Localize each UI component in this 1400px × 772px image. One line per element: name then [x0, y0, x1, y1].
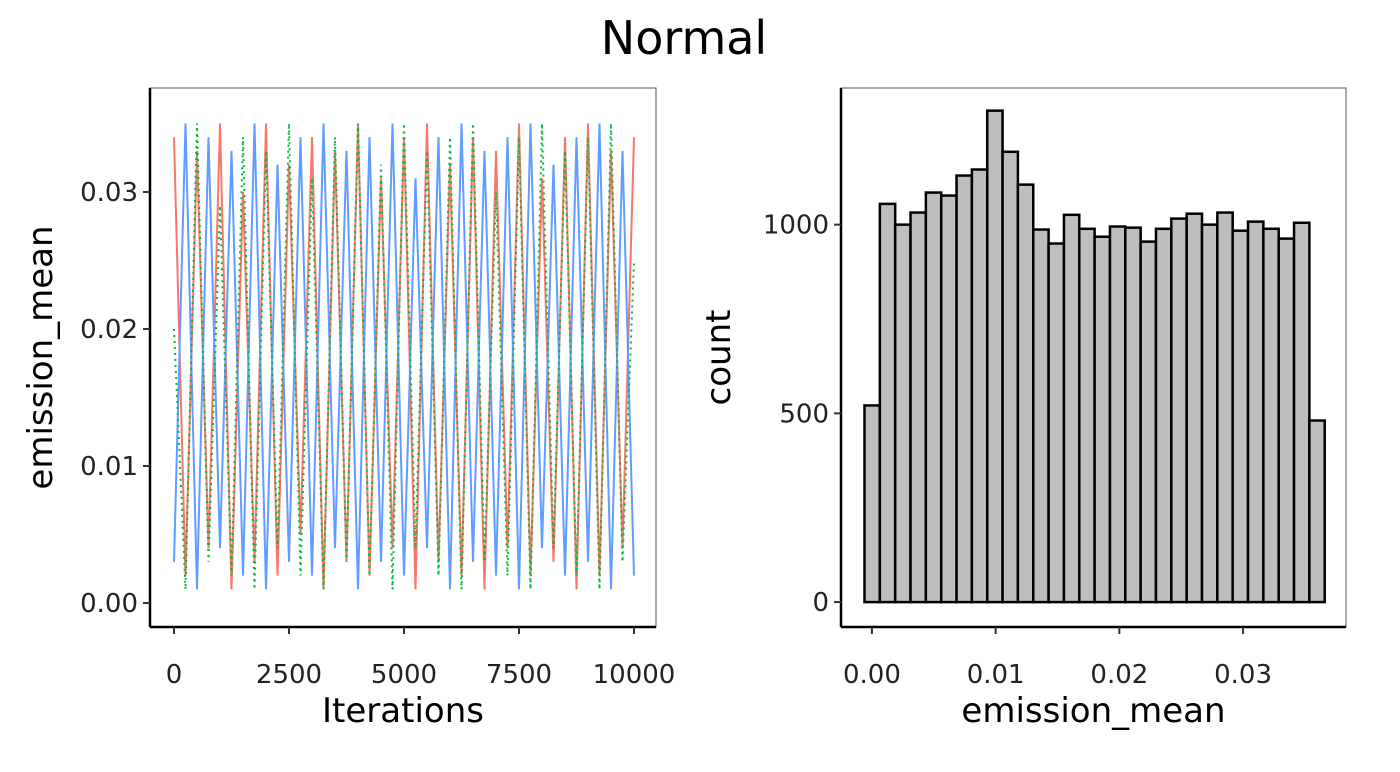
x-tick-label: 0.03: [1214, 660, 1272, 690]
histogram-bar: [893, 223, 912, 604]
x-tick-label: 0.00: [843, 660, 901, 690]
x-tick-label: 5000: [371, 660, 437, 690]
histogram-bar: [1185, 212, 1204, 604]
x-tick-label: 2500: [256, 660, 322, 690]
histogram-bar: [1246, 220, 1265, 604]
histogram-bar: [1047, 242, 1066, 604]
histogram-bar: [1108, 225, 1127, 604]
y-tick-label: 500: [779, 399, 829, 429]
x-tick-label: 0: [166, 660, 183, 690]
x-tick-label: 0.01: [967, 660, 1025, 690]
histogram-bar: [1124, 226, 1142, 604]
histogram-bar: [1277, 237, 1296, 604]
histogram-bar: [878, 202, 897, 604]
x-axis-title: Iterations: [322, 691, 484, 731]
histogram-bar: [1001, 150, 1020, 604]
y-axis-title: count: [699, 310, 739, 406]
figure-title: Normal: [601, 11, 767, 65]
histogram-bar: [939, 194, 958, 604]
trace-line: [173, 123, 635, 590]
y-tick-label: 0.03: [80, 178, 138, 208]
x-tick-label: 7500: [486, 660, 552, 690]
y-tick-label: 0.02: [80, 315, 138, 345]
y-tick-label: 0.00: [80, 589, 138, 619]
histogram-bar: [970, 168, 989, 604]
histogram-bar: [863, 404, 882, 604]
histogram-bar: [1062, 213, 1081, 604]
histogram-bar: [1016, 183, 1035, 604]
y-axis-title: emission_mean: [21, 225, 61, 489]
histogram-bar: [1292, 221, 1311, 604]
trace-line: [173, 123, 635, 590]
histogram-bar: [985, 109, 1004, 604]
histogram-bar: [1154, 227, 1173, 604]
y-tick-label: 0: [812, 588, 829, 618]
histogram-bar: [1139, 240, 1158, 604]
y-tick-label: 0.01: [80, 452, 138, 482]
histogram-bar: [924, 191, 943, 604]
histogram-bar: [1308, 419, 1326, 604]
histogram-bar: [1078, 227, 1096, 604]
histogram-bar: [1216, 211, 1234, 604]
x-axis-title: emission_mean: [961, 691, 1225, 731]
x-tick-label: 0.02: [1090, 660, 1148, 690]
histogram-bar: [1170, 217, 1188, 604]
y-tick-label: 1000: [763, 211, 829, 241]
histogram-bar: [1231, 229, 1250, 604]
histogram-bar: [1032, 228, 1050, 604]
x-tick-label: 10000: [593, 660, 676, 690]
histogram-bar: [1200, 223, 1219, 604]
histogram-bar: [1262, 227, 1280, 604]
histogram-bar: [909, 211, 928, 604]
histogram-bar: [955, 174, 974, 604]
histogram-bar: [1093, 235, 1112, 604]
